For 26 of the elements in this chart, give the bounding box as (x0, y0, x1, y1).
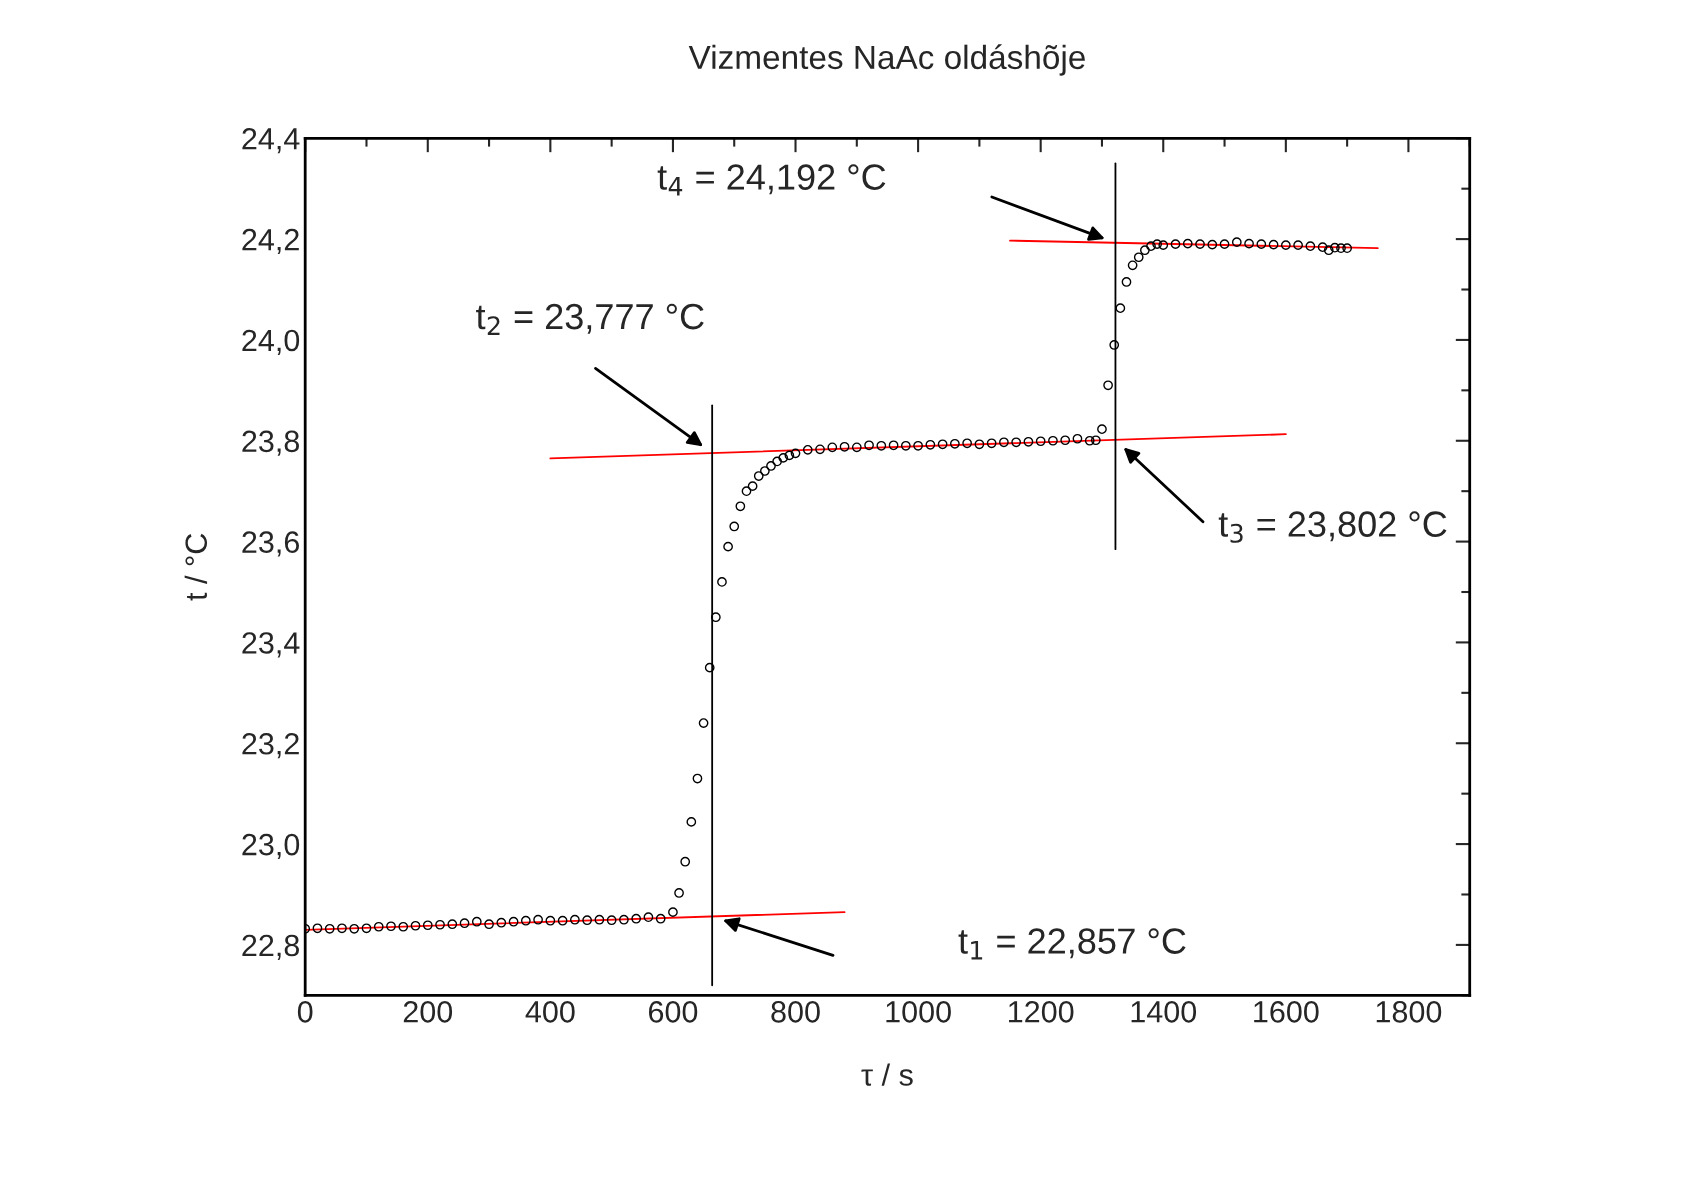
x-tick-label: 1600 (1254, 1000, 1319, 1023)
x-tick-label: 1800 (1376, 1000, 1442, 1023)
y-tick-label: 24,4 (242, 128, 300, 154)
x-tick-label: 1400 (1131, 1000, 1197, 1023)
y-axis-title: t / °C (184, 533, 208, 601)
annotation: t$_{2}$ = 23,777 °C (476, 303, 704, 335)
x-tick-label: 1200 (1009, 1000, 1074, 1023)
y-tick-label: 24,2 (242, 228, 299, 255)
y-tick-label: 23,0 (242, 833, 300, 860)
y-tick-label: 23,6 (242, 531, 299, 557)
y-tick-label: 23,8 (242, 430, 300, 456)
annotation: t$_{1}$ = 22,857 °C (958, 928, 1186, 960)
x-tick-label: 1000 (886, 1000, 951, 1023)
x-tick-label: 0 (297, 1000, 313, 1023)
y-tick-label: 23,2 (242, 732, 299, 759)
y-tick-label: 22,8 (242, 934, 300, 960)
x-tick-label: 400 (525, 1000, 575, 1023)
y-tick-label: 23,4 (242, 632, 300, 658)
annotation: t$_{4}$ = 24,192 °C (657, 164, 886, 196)
x-tick-label: 200 (403, 1000, 453, 1023)
x-axis-title: τ / s (861, 1063, 913, 1086)
x-tick-label: 600 (649, 1000, 698, 1023)
chart-title: Vizmentes NaAc oldáshõje (688, 44, 1085, 76)
x-tick-label: 800 (771, 1000, 820, 1023)
annotation: t$_{3}$ = 23,802 °C (1218, 511, 1447, 543)
y-tick-label: 24,0 (242, 329, 300, 355)
